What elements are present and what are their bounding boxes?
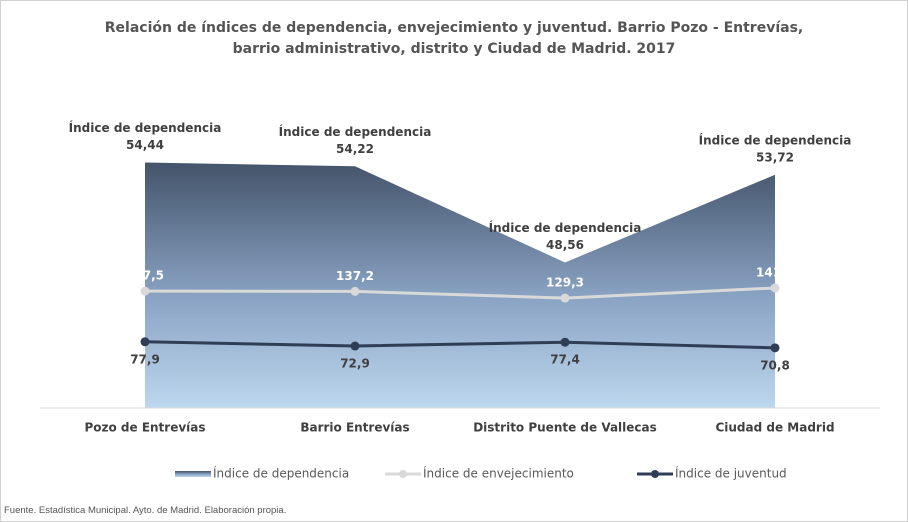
point: [350, 341, 360, 351]
point: [560, 337, 570, 347]
data-label: 70,8: [760, 358, 790, 372]
data-label: 141,2: [756, 265, 794, 279]
data-label: 53,72: [756, 150, 794, 164]
data-label-name: Índice de dependencia: [69, 120, 222, 135]
data-label-name: Índice de dependencia: [489, 220, 642, 235]
data-label: 48,56: [546, 238, 584, 252]
data-label-name: Índice de dependencia: [279, 124, 432, 139]
legend-swatch: [175, 471, 211, 477]
legend-marker: [399, 470, 407, 478]
legend-label: Índice de dependencia: [213, 466, 349, 481]
data-label: 137,2: [336, 269, 374, 283]
chart-title: Relación de índices de dependencia, enve…: [104, 20, 804, 57]
point: [350, 286, 360, 296]
point: [140, 286, 150, 296]
data-label: 129,3: [546, 276, 584, 290]
data-label: 54,44: [126, 138, 164, 152]
x-tick-label: Distrito Puente de Vallecas: [473, 421, 657, 435]
data-label: 72,9: [340, 357, 370, 371]
data-label-name: Índice de dependencia: [699, 132, 852, 147]
data-label: 77,4: [550, 353, 580, 367]
point: [770, 343, 780, 353]
legend-marker: [651, 470, 659, 478]
legend-label: Índice de envejecimiento: [423, 466, 574, 481]
point: [140, 337, 150, 347]
data-label: 137,5: [126, 269, 164, 283]
x-tick-label: Barrio Entrevías: [300, 421, 409, 435]
point: [560, 293, 570, 303]
data-label: 54,22: [336, 142, 374, 156]
legend-label: Índice de juventud: [675, 466, 787, 481]
line: [144, 286, 776, 300]
area: [145, 162, 775, 408]
point: [770, 283, 780, 293]
line: [144, 340, 776, 350]
data-label: 77,9: [130, 352, 160, 366]
x-tick-label: Ciudad de Madrid: [715, 421, 834, 435]
x-tick-label: Pozo de Entrevías: [84, 421, 205, 435]
source-note: Fuente. Estadística Municipal. Ayto. de …: [4, 505, 287, 516]
